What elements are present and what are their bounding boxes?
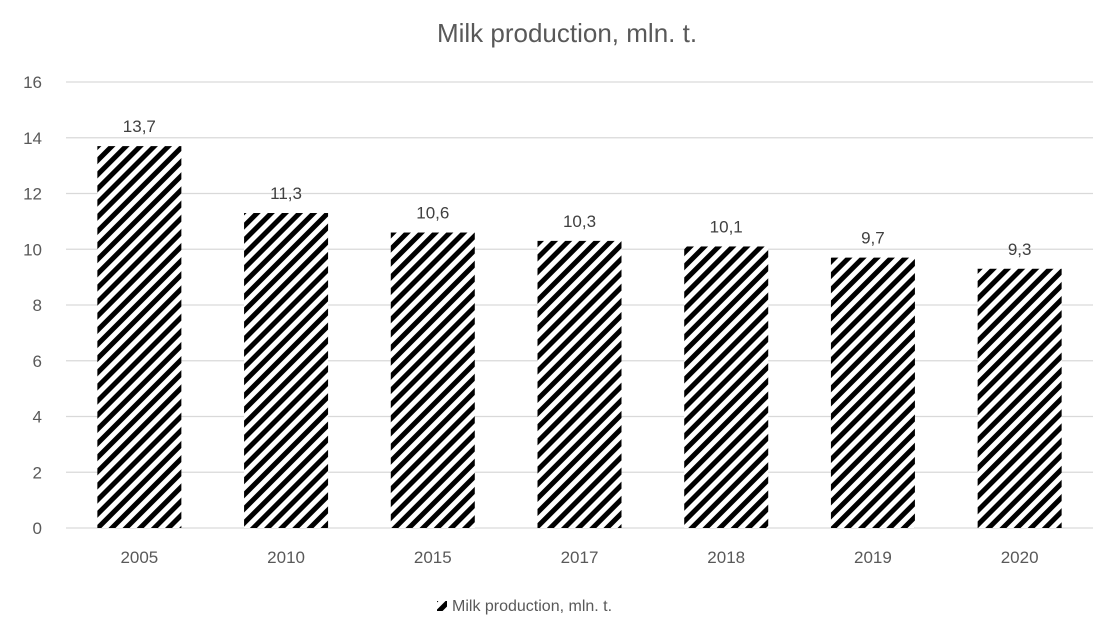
x-tick-label: 2010 — [267, 548, 305, 567]
x-tick-label: 2017 — [561, 548, 599, 567]
bars: 13,7 11,3 10,6 10,3 10,1 9,7 9,3 — [97, 117, 1062, 529]
y-tick-label: 14 — [23, 129, 42, 148]
y-tick-label: 8 — [33, 296, 42, 315]
y-tick-label: 10 — [23, 240, 42, 259]
y-tick-label: 6 — [33, 352, 42, 371]
x-axis: 2005 2010 2015 2017 2018 2019 2020 — [120, 548, 1038, 567]
data-label: 13,7 — [123, 117, 156, 136]
x-tick-label: 2018 — [707, 548, 745, 567]
data-label: 10,1 — [710, 217, 743, 236]
data-label: 9,7 — [861, 229, 885, 248]
bar — [390, 232, 475, 528]
data-label: 9,3 — [1008, 240, 1032, 259]
data-label: 10,3 — [563, 212, 596, 231]
legend-swatch — [437, 601, 447, 611]
x-tick-label: 2015 — [414, 548, 452, 567]
bar — [537, 240, 622, 528]
legend-entry: Milk production, mln. t. — [452, 598, 612, 615]
bar — [684, 246, 769, 528]
bar — [830, 257, 915, 528]
y-tick-label: 2 — [33, 463, 42, 482]
data-label: 10,6 — [416, 204, 449, 223]
chart-title: Milk production, mln. t. — [437, 18, 697, 48]
bar — [97, 146, 182, 529]
y-axis: 0 2 4 6 8 10 12 14 16 — [23, 73, 42, 538]
bar — [977, 268, 1062, 528]
bar — [244, 213, 329, 528]
x-tick-label: 2005 — [120, 548, 158, 567]
legend: Milk production, mln. t. — [437, 598, 612, 615]
x-tick-label: 2020 — [1001, 548, 1039, 567]
y-tick-label: 12 — [23, 185, 42, 204]
data-label: 11,3 — [270, 184, 302, 203]
y-tick-label: 0 — [33, 519, 42, 538]
x-tick-label: 2019 — [854, 548, 892, 567]
y-tick-label: 4 — [33, 408, 42, 427]
y-tick-label: 16 — [23, 73, 42, 92]
